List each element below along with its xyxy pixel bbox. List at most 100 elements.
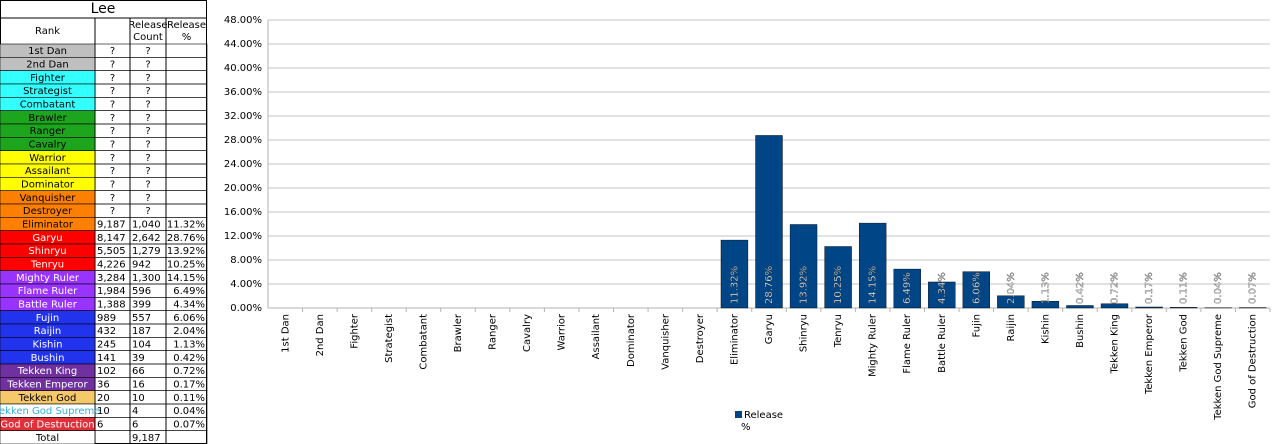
cell-text: ? [145, 73, 150, 84]
cell-text: ? [110, 100, 115, 111]
data-label: 11.32% [729, 266, 740, 304]
cell-text: 1,279 [132, 246, 161, 257]
cell-text: 4.34% [173, 300, 205, 311]
cell-text: 14.15% [167, 273, 205, 284]
rank-label: Fighter [30, 73, 66, 84]
rank-label: Cavalry [29, 140, 67, 151]
x-tick-label: Tekken King [1110, 314, 1121, 374]
cell-text: 9,187 [132, 433, 161, 444]
data-label: 4.34% [937, 272, 948, 304]
data-label: 28.76% [764, 266, 775, 304]
y-tick-label: 12.00% [224, 231, 262, 242]
cell-text: 39 [132, 353, 145, 364]
bar [858, 222, 887, 309]
rank-label: 1st Dan [28, 46, 67, 57]
data-label: 0.42% [1075, 272, 1086, 304]
x-tick-label: Dominator [626, 313, 637, 367]
cell-text: 10 [132, 393, 145, 404]
cell-text: 0.72% [173, 366, 205, 377]
column-header: Release Count [128, 20, 167, 43]
x-tick-label: Cavalry [522, 314, 533, 352]
x-tick-label: God of Destruction [1248, 314, 1259, 408]
x-tick-label: Warrior [557, 313, 568, 350]
cell-text: ? [110, 46, 115, 57]
cell-text: 989 [97, 313, 116, 324]
y-tick-label: 36.00% [224, 87, 262, 98]
table-title: Lee [91, 1, 116, 17]
rank-label: Tekken God Supreme [0, 406, 100, 417]
cell-text: 10 [97, 406, 110, 417]
y-tick-label: 28.00% [224, 135, 262, 146]
cell-text: ? [145, 100, 150, 111]
cell-text: 6 [132, 420, 138, 431]
cell-text: 245 [97, 340, 116, 351]
x-tick-label: Kishin [1040, 314, 1051, 344]
rank-label: Kishin [33, 340, 63, 351]
cell-text: 11.32% [167, 220, 205, 231]
data-label: 6.06% [971, 272, 982, 304]
rank-label: Brawler [28, 113, 67, 124]
cell-text: ? [110, 73, 115, 84]
x-tick-label: Fighter [349, 313, 360, 349]
bar [1100, 303, 1129, 309]
cell-text: 187 [132, 326, 151, 337]
y-tick-label: 32.00% [224, 111, 262, 122]
cell-text: ? [145, 193, 150, 204]
cell-text: 942 [132, 260, 151, 271]
bar [928, 281, 956, 309]
cell-text: ? [110, 180, 115, 191]
cell-text: 2,642 [132, 233, 161, 244]
x-tick-label: Eliminator [729, 313, 740, 365]
rank-label: Raijin [34, 326, 62, 337]
cell-text: 3,284 [97, 273, 126, 284]
cell-text: 16 [132, 380, 145, 391]
header-line: Release [128, 20, 167, 31]
y-tick-label: 16.00% [224, 207, 262, 218]
header-line: Release [167, 20, 206, 31]
x-tick-label: Mighty Ruler [868, 313, 879, 377]
rank-label: Tenryu [30, 260, 64, 271]
cell-text: 1,388 [97, 300, 126, 311]
rank-label: Flame Ruler [18, 286, 78, 297]
cell-text: 66 [132, 366, 145, 377]
bar [824, 246, 852, 309]
legend-line: Release [744, 410, 783, 421]
cell-text: 4 [132, 406, 138, 417]
x-tick-label: Tekken God [1179, 314, 1190, 373]
rank-label: Tekken Emperor [6, 380, 88, 391]
cell-text: 9,187 [97, 220, 126, 231]
x-tick-label: Vanquisher [660, 313, 671, 370]
cell-text: ? [145, 166, 150, 177]
cell-text: 6 [97, 420, 103, 431]
x-tick-label: Fujin [971, 314, 982, 337]
cell-text: ? [145, 180, 150, 191]
x-tick-label: Tekken God Supreme [1213, 314, 1224, 421]
cell-text: ? [110, 206, 115, 217]
rank-label: Assailant [25, 166, 70, 177]
bar [1066, 305, 1094, 309]
cell-text: ? [110, 86, 115, 97]
rank-label: Mighty Ruler [16, 273, 80, 284]
data-label: 2.04% [1006, 272, 1017, 304]
x-tick-label: Tenryu [833, 314, 844, 348]
y-tick-label: 8.00% [230, 255, 262, 266]
data-label: 0.11% [1179, 272, 1190, 304]
bar [789, 224, 818, 309]
cell-text: 557 [132, 313, 151, 324]
x-tick-label: Brawler [453, 313, 464, 352]
cell-text: ? [145, 46, 150, 57]
x-tick-label: Ranger [488, 313, 499, 350]
column-header: Release% [167, 20, 206, 43]
data-label: 1.13% [1040, 272, 1051, 304]
rank-label: Vanquisher [20, 193, 77, 204]
cell-text: 10.25% [167, 260, 205, 271]
x-tick-label: Flame Ruler [902, 313, 913, 373]
cell-text: 6.49% [173, 286, 205, 297]
cell-text: 8,147 [97, 233, 126, 244]
x-tick-label: Destroyer [695, 313, 706, 363]
cell-text: 596 [132, 286, 151, 297]
cell-text: ? [145, 140, 150, 151]
rank-label: Warrior [29, 153, 66, 164]
cell-text: 13.92% [167, 246, 205, 257]
